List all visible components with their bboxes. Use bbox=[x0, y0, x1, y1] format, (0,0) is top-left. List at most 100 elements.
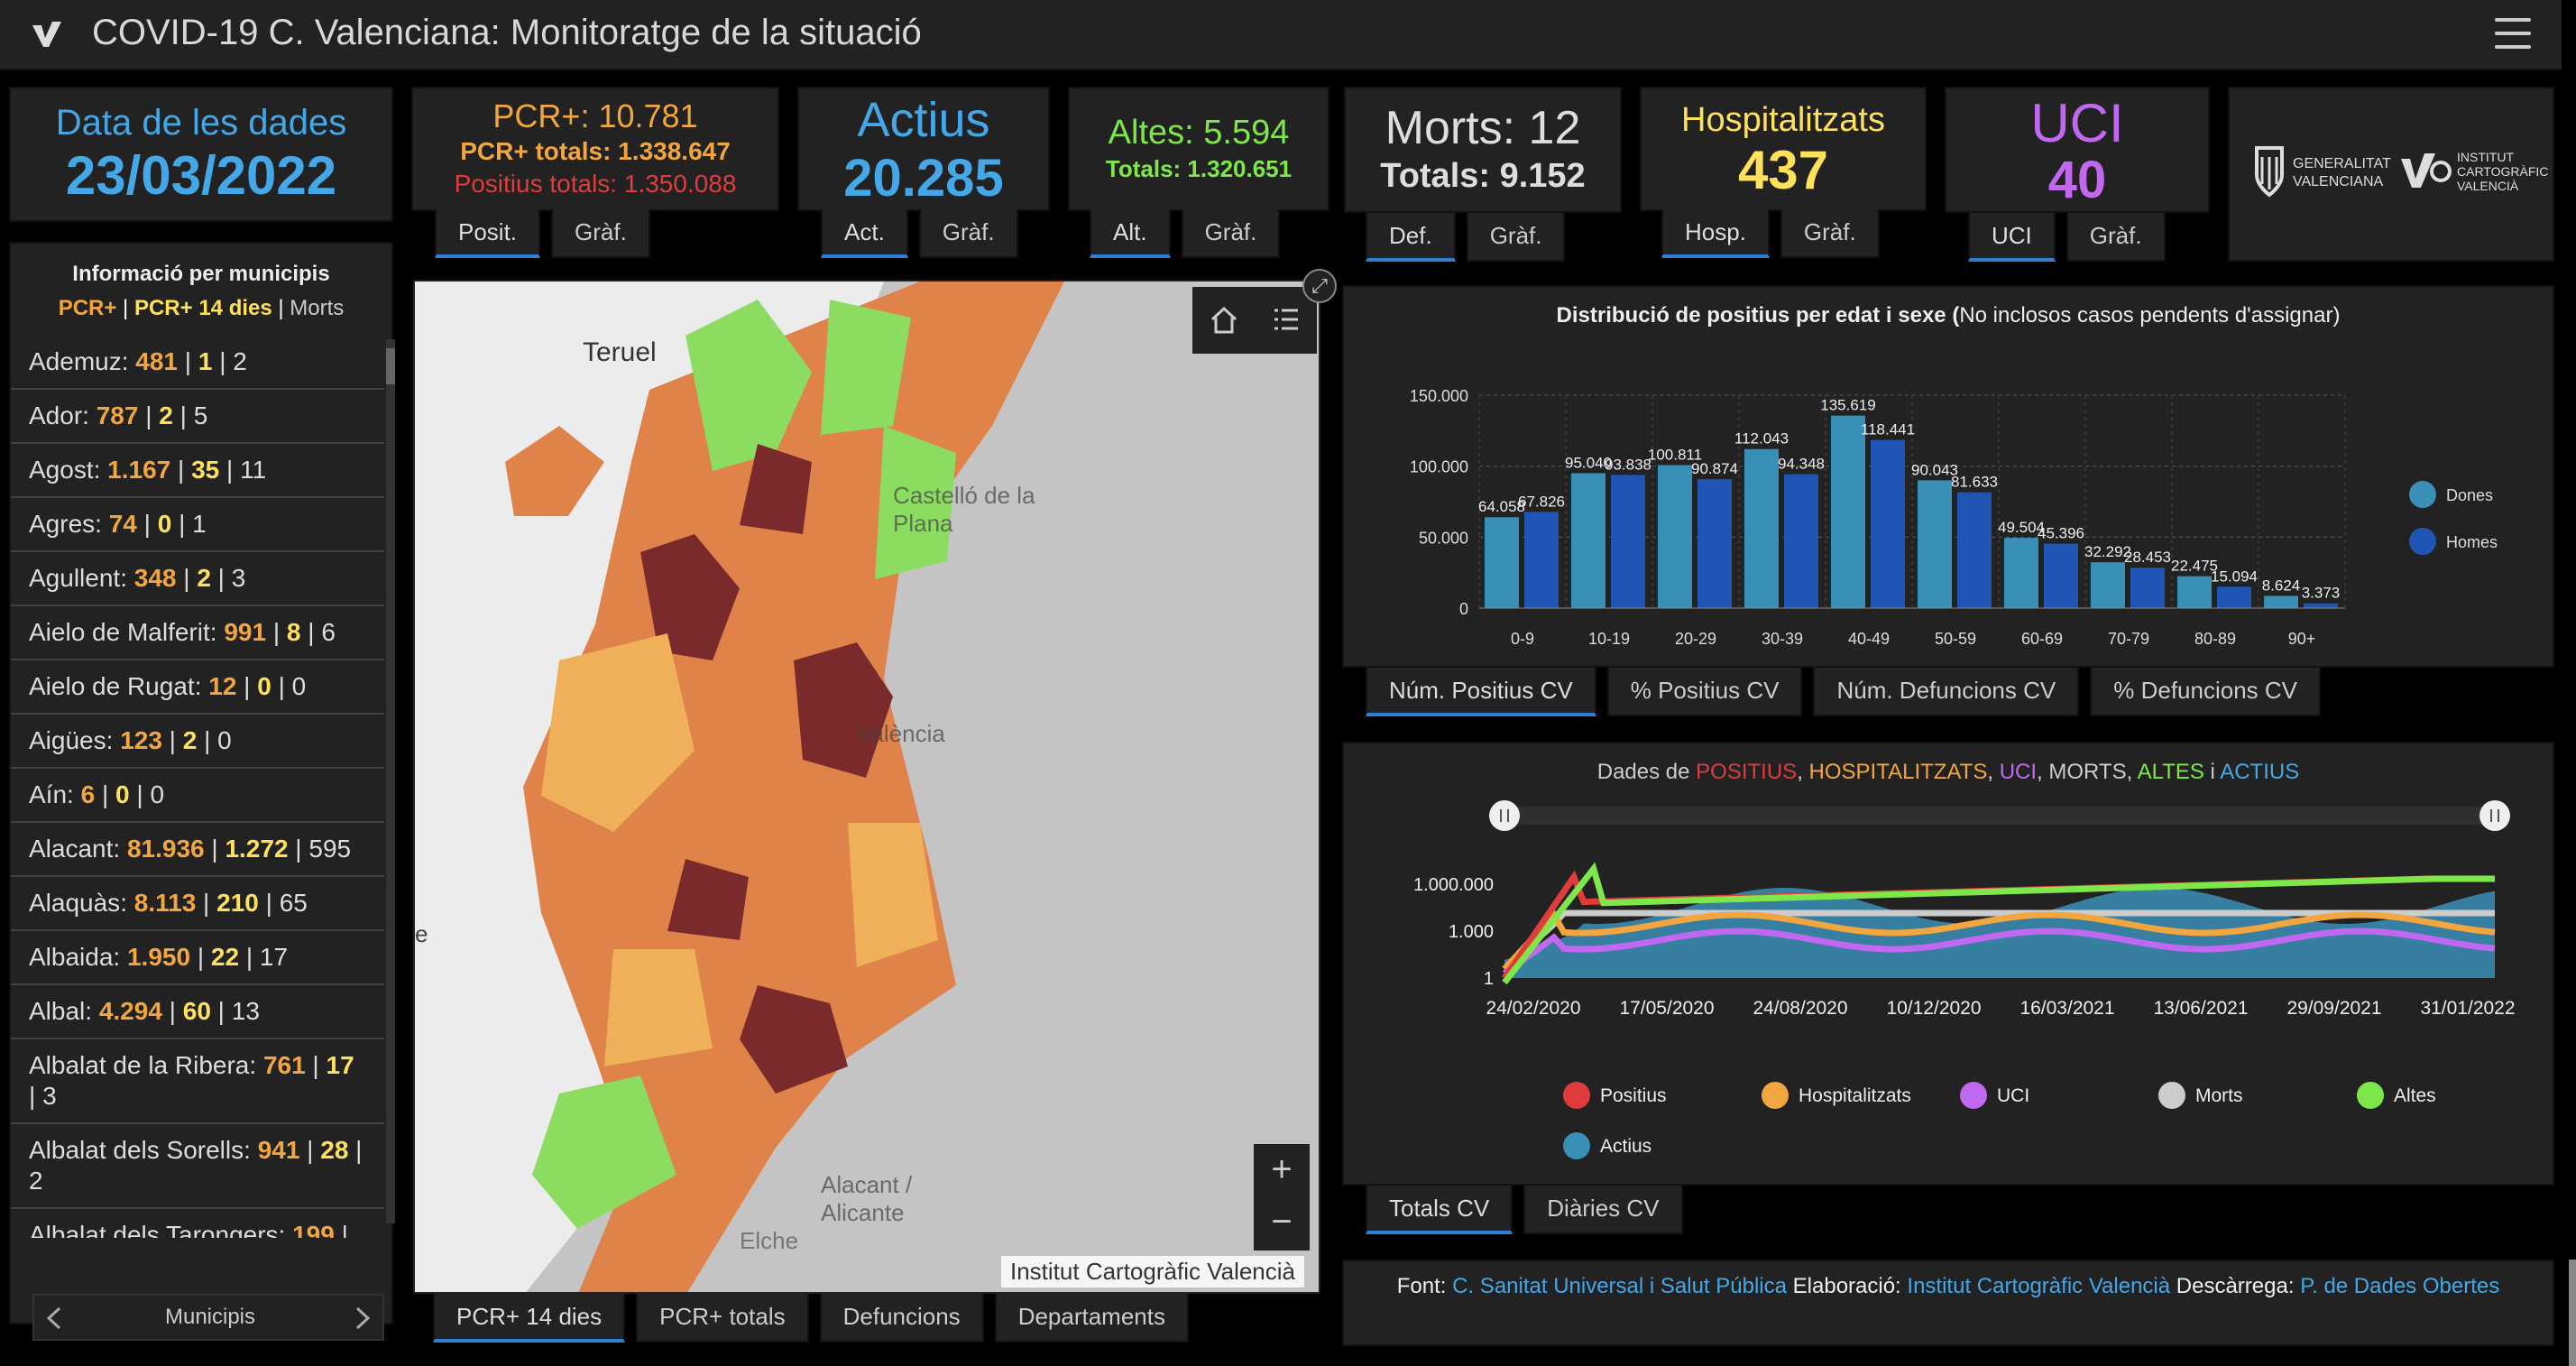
series-morts[interactable] bbox=[1502, 909, 2495, 972]
zoom-out-button[interactable]: − bbox=[1271, 1202, 1293, 1241]
tab-def-graf[interactable]: Gràf. bbox=[1466, 213, 1566, 262]
tab-hosp-graf[interactable]: Gràf. bbox=[1780, 209, 1880, 258]
bar-homes[interactable] bbox=[1871, 439, 1905, 608]
municipi-pcr: 6 bbox=[80, 780, 96, 808]
list-item[interactable]: Albalat de la Ribera: 761 | 17 | 3 bbox=[11, 1039, 384, 1124]
tab-pcr-totals[interactable]: PCR+ totals bbox=[636, 1294, 809, 1343]
timeseries-chart[interactable]: 1 1.000 1.000.000 24/02/2020 17/05/2020 24/08… bbox=[1344, 798, 2553, 1186]
bar-homes[interactable] bbox=[2130, 568, 2165, 608]
legend-morts: Morts bbox=[290, 296, 345, 320]
tab-num-defuncions[interactable]: Núm. Defuncions CV bbox=[1813, 668, 2080, 716]
bar-dones[interactable] bbox=[1744, 448, 1779, 608]
tab-pcr-graf[interactable]: Gràf. bbox=[551, 209, 650, 258]
bar-dones[interactable] bbox=[2091, 562, 2125, 608]
legend-swatch[interactable] bbox=[1762, 1082, 1789, 1109]
list-item[interactable]: Albaida: 1.950 | 22 | 17 bbox=[11, 931, 384, 985]
list-item[interactable]: Ador: 787 | 2 | 5 bbox=[11, 390, 384, 444]
tab-pct-defuncions[interactable]: % Defuncions CV bbox=[2090, 668, 2321, 716]
list-item[interactable]: Agost: 1.167 | 35 | 11 bbox=[11, 444, 384, 498]
range-slider-track[interactable] bbox=[1504, 807, 2495, 825]
legend-swatch[interactable] bbox=[2158, 1082, 2185, 1109]
tab-act[interactable]: Act. bbox=[821, 209, 908, 258]
tab-def[interactable]: Def. bbox=[1366, 213, 1456, 262]
list-item[interactable]: Aielo de Malferit: 991 | 8 | 6 bbox=[11, 606, 384, 660]
list-item[interactable]: Aigües: 123 | 2 | 0 bbox=[11, 715, 384, 769]
range-handle-right[interactable] bbox=[2479, 800, 2510, 831]
tab-pcr14[interactable]: PCR+ 14 dies bbox=[433, 1294, 626, 1343]
bar-homes[interactable] bbox=[2044, 543, 2078, 608]
bar-homes[interactable] bbox=[1697, 479, 1732, 608]
bar-homes[interactable] bbox=[2217, 586, 2251, 608]
y-tick-label: 100.000 bbox=[1410, 458, 1468, 476]
expand-icon[interactable]: ⤢ bbox=[1302, 269, 1337, 303]
bar-dones[interactable] bbox=[1485, 517, 1519, 608]
list-icon[interactable] bbox=[1271, 305, 1302, 336]
zoom-in-button[interactable]: + bbox=[1271, 1149, 1293, 1189]
tab-defuncions[interactable]: Defuncions bbox=[819, 1294, 984, 1343]
municipi-pcr14: 0 bbox=[157, 510, 172, 538]
list-item[interactable]: Agres: 74 | 0 | 1 bbox=[11, 498, 384, 552]
bar-dones[interactable] bbox=[1831, 415, 1865, 608]
bar-dones[interactable] bbox=[2004, 538, 2038, 608]
page-scrollbar[interactable] bbox=[2569, 1260, 2576, 1366]
list-item[interactable]: Aielo de Rugat: 12 | 0 | 0 bbox=[11, 660, 384, 715]
bar-homes[interactable] bbox=[1611, 475, 1645, 608]
municipi-pcr: 81.936 bbox=[126, 835, 205, 863]
bar-homes[interactable] bbox=[1784, 474, 1818, 608]
series-hospitalitzats[interactable] bbox=[1502, 909, 2496, 972]
range-handle-left[interactable] bbox=[1489, 800, 1520, 831]
tab-uci-graf[interactable]: Gràf. bbox=[2065, 213, 2166, 262]
tab-totals-cv[interactable]: Totals CV bbox=[1366, 1186, 1513, 1234]
list-item[interactable]: Ademuz: 481 | 1 | 2 bbox=[11, 336, 384, 390]
tab-pct-positius[interactable]: % Positius CV bbox=[1606, 668, 1803, 716]
tab-alt-graf[interactable]: Gràf. bbox=[1181, 209, 1281, 258]
tab-diaries-cv[interactable]: Diàries CV bbox=[1523, 1186, 1683, 1234]
footer-font-link[interactable]: C. Sanitat Universal i Salut Pública bbox=[1452, 1274, 1787, 1298]
choropleth-map[interactable]: Teruel Castelló de la Plana València Ala… bbox=[413, 280, 1320, 1294]
bar-dones[interactable] bbox=[2264, 595, 2298, 608]
bar-homes[interactable] bbox=[1524, 512, 1559, 608]
list-item[interactable]: Alaquàs: 8.113 | 210 | 65 bbox=[11, 877, 384, 931]
timeseries-chart-panel: Dades de POSITIUS, HOSPITALITZATS, UCI, … bbox=[1342, 742, 2554, 1186]
footer-elab-link[interactable]: Institut Cartogràfic Valencià bbox=[1907, 1274, 2171, 1298]
legend-swatch[interactable] bbox=[2409, 481, 2436, 508]
altes-total: Totals: 1.320.651 bbox=[1105, 155, 1293, 182]
map-canvas[interactable] bbox=[415, 282, 1320, 1294]
legend-swatch[interactable] bbox=[2409, 528, 2436, 555]
bar-dones[interactable] bbox=[1658, 465, 1692, 608]
hamburger-menu-icon[interactable] bbox=[2495, 18, 2531, 52]
series-uci[interactable] bbox=[1502, 928, 2496, 976]
tab-hosp[interactable]: Hosp. bbox=[1661, 209, 1770, 258]
chevron-right-icon[interactable] bbox=[352, 1306, 373, 1330]
legend-swatch[interactable] bbox=[2357, 1082, 2384, 1109]
bar-homes[interactable] bbox=[2304, 603, 2338, 608]
list-item[interactable]: Aín: 6 | 0 | 0 bbox=[11, 769, 384, 823]
bar-dones[interactable] bbox=[2177, 576, 2212, 608]
x-tick-label: 50-59 bbox=[1935, 630, 1976, 648]
tab-act-graf[interactable]: Gràf. bbox=[918, 209, 1018, 258]
municipis-list[interactable]: Ademuz: 481 | 1 | 2 Ador: 787 | 2 | 5 Agos… bbox=[11, 336, 384, 1238]
tab-departaments[interactable]: Departaments bbox=[994, 1294, 1189, 1343]
list-item[interactable]: Alacant: 81.936 | 1.272 | 595 bbox=[11, 823, 384, 877]
tab-posit[interactable]: Posit. bbox=[435, 209, 541, 258]
actius-label: Actius bbox=[857, 93, 990, 147]
list-item[interactable]: Albal: 4.294 | 60 | 13 bbox=[11, 985, 384, 1039]
footer-desc-link[interactable]: P. de Dades Obertes bbox=[2300, 1274, 2500, 1298]
tab-uci[interactable]: UCI bbox=[1968, 213, 2056, 262]
tab-alt[interactable]: Alt. bbox=[1090, 209, 1171, 258]
bar-dones[interactable] bbox=[1571, 473, 1605, 608]
municipis-scrollbar[interactable] bbox=[386, 339, 395, 1223]
home-icon[interactable] bbox=[1209, 305, 1239, 336]
list-item[interactable]: Agullent: 348 | 2 | 3 bbox=[11, 552, 384, 606]
chevron-left-icon[interactable] bbox=[43, 1306, 65, 1330]
list-item[interactable]: Albalat dels Sorells: 941 | 28 | 2 bbox=[11, 1124, 384, 1209]
bar-homes[interactable] bbox=[1957, 492, 1992, 608]
legend-swatch[interactable] bbox=[1563, 1132, 1590, 1159]
tab-num-positius[interactable]: Núm. Positius CV bbox=[1366, 668, 1596, 716]
bar-dones[interactable] bbox=[1918, 480, 1952, 608]
legend-swatch[interactable] bbox=[1960, 1082, 1987, 1109]
legend-swatch[interactable] bbox=[1563, 1082, 1590, 1109]
list-item[interactable]: Albalat dels Tarongers: 199 | 4 | 2 bbox=[11, 1209, 384, 1238]
series-altes[interactable] bbox=[1502, 862, 2495, 985]
